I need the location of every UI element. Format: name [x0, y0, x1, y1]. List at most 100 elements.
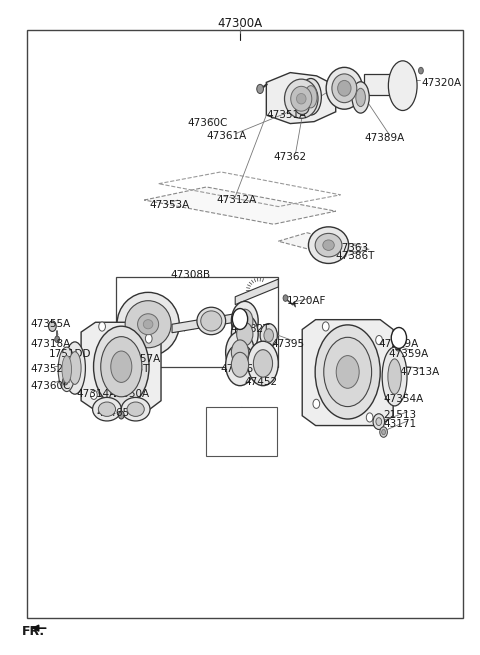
Text: 47361A: 47361A: [206, 132, 247, 141]
Circle shape: [401, 64, 405, 69]
Ellipse shape: [144, 320, 153, 329]
Circle shape: [410, 92, 414, 98]
Text: 47395: 47395: [271, 339, 304, 348]
Circle shape: [380, 427, 387, 438]
Text: 47465: 47465: [96, 408, 130, 418]
Ellipse shape: [201, 311, 222, 331]
Circle shape: [323, 322, 329, 331]
Ellipse shape: [117, 292, 179, 356]
Polygon shape: [144, 187, 336, 224]
Ellipse shape: [226, 344, 254, 386]
Ellipse shape: [352, 82, 369, 113]
Ellipse shape: [98, 402, 116, 417]
Circle shape: [145, 334, 152, 343]
Ellipse shape: [291, 86, 312, 111]
Circle shape: [232, 309, 248, 329]
Text: 47452: 47452: [245, 377, 278, 386]
Text: 47383T: 47383T: [111, 364, 150, 374]
Text: 47308B: 47308B: [170, 270, 211, 280]
Circle shape: [396, 345, 400, 351]
Ellipse shape: [253, 350, 273, 377]
Ellipse shape: [231, 314, 258, 354]
Text: 47389A: 47389A: [364, 133, 405, 143]
Circle shape: [376, 418, 382, 426]
Ellipse shape: [260, 324, 277, 347]
Ellipse shape: [231, 352, 249, 377]
Text: 47353A: 47353A: [149, 200, 189, 210]
Circle shape: [119, 411, 124, 419]
Ellipse shape: [315, 233, 342, 257]
Ellipse shape: [226, 331, 254, 373]
Text: A: A: [396, 329, 402, 338]
Circle shape: [99, 322, 106, 331]
Circle shape: [313, 400, 320, 408]
Text: 47359A: 47359A: [388, 349, 429, 359]
Bar: [116, 276, 278, 367]
Ellipse shape: [324, 337, 372, 407]
Circle shape: [232, 434, 239, 443]
Ellipse shape: [356, 88, 365, 107]
Polygon shape: [302, 320, 393, 426]
Text: 47352A: 47352A: [31, 364, 71, 374]
Polygon shape: [364, 74, 398, 96]
Text: 1751DD: 1751DD: [48, 349, 91, 359]
Text: 47357A: 47357A: [120, 354, 161, 364]
Bar: [206, 407, 277, 457]
Ellipse shape: [64, 342, 85, 394]
Circle shape: [48, 321, 56, 331]
Text: 47366: 47366: [221, 364, 254, 374]
Ellipse shape: [305, 86, 317, 108]
Text: 47360C: 47360C: [187, 119, 228, 128]
Text: 21513: 21513: [384, 410, 417, 420]
Text: A: A: [237, 310, 243, 319]
Ellipse shape: [94, 326, 149, 407]
Circle shape: [283, 295, 288, 301]
Text: 47300A: 47300A: [217, 17, 263, 30]
Ellipse shape: [309, 227, 348, 263]
Polygon shape: [266, 73, 336, 124]
Circle shape: [55, 336, 60, 343]
Text: 47386T: 47386T: [336, 251, 375, 261]
Text: 47314A: 47314A: [76, 389, 117, 399]
Ellipse shape: [332, 74, 357, 103]
Text: 47354A: 47354A: [384, 394, 424, 404]
Text: 47362: 47362: [274, 153, 307, 162]
Circle shape: [391, 73, 395, 79]
Ellipse shape: [388, 61, 417, 111]
Polygon shape: [172, 310, 254, 333]
Text: 43171: 43171: [384, 419, 417, 429]
Ellipse shape: [300, 79, 322, 115]
Text: 47351A: 47351A: [266, 110, 307, 120]
Text: 47349A: 47349A: [379, 339, 419, 349]
Ellipse shape: [138, 314, 158, 335]
Circle shape: [62, 377, 68, 385]
Ellipse shape: [237, 309, 253, 333]
Text: 47358A: 47358A: [226, 414, 266, 424]
Text: 47313A: 47313A: [399, 367, 440, 377]
Circle shape: [401, 102, 405, 107]
Text: 47360C: 47360C: [31, 381, 71, 391]
Text: 47320A: 47320A: [422, 78, 462, 88]
Ellipse shape: [231, 301, 258, 341]
Ellipse shape: [315, 325, 380, 419]
Ellipse shape: [297, 94, 306, 104]
Circle shape: [373, 414, 384, 430]
Polygon shape: [278, 233, 369, 257]
Ellipse shape: [388, 359, 401, 394]
Text: 47350A: 47350A: [110, 389, 150, 399]
Circle shape: [376, 335, 383, 345]
Ellipse shape: [111, 351, 132, 383]
Text: 47312A: 47312A: [216, 195, 256, 205]
Ellipse shape: [285, 79, 318, 119]
Text: 1220AF: 1220AF: [287, 296, 326, 306]
Ellipse shape: [62, 356, 72, 383]
Circle shape: [391, 92, 395, 98]
Circle shape: [366, 413, 373, 422]
Polygon shape: [293, 301, 296, 307]
Text: 47318A: 47318A: [31, 339, 71, 348]
Ellipse shape: [197, 307, 226, 335]
Ellipse shape: [337, 81, 351, 96]
Polygon shape: [81, 322, 161, 411]
Ellipse shape: [101, 337, 142, 397]
Circle shape: [382, 430, 385, 435]
